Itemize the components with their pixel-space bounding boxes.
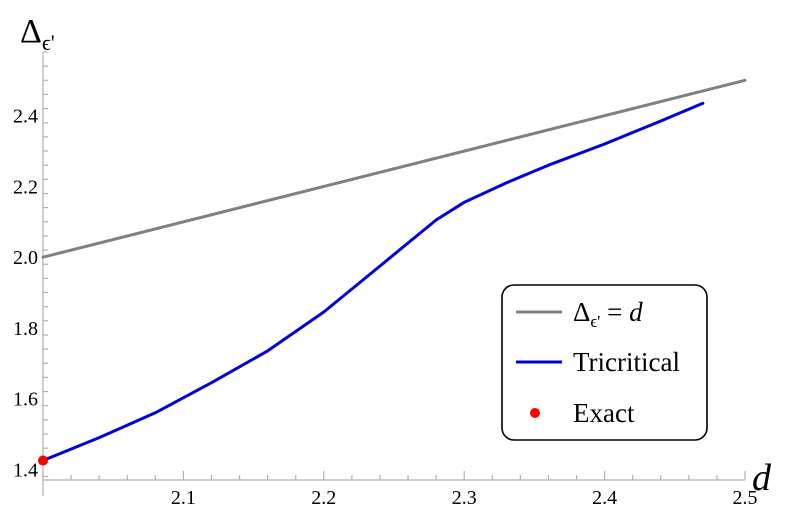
axes: 2.1 2.2 2.3 2.4 2.5 1.4 1.6 1.8 2.0 2.2 2.4 <box>13 51 758 509</box>
legend-label-exact: Exact <box>573 398 635 428</box>
y-axis-label-base: Δ <box>20 13 42 50</box>
y-tick-label: 1.6 <box>13 389 38 411</box>
x-tick-label: 2.4 <box>592 487 617 509</box>
y-axis-label: Δϵ' <box>20 13 55 55</box>
series-tricritical-line <box>41 101 705 462</box>
x-tick-label: 2.5 <box>733 487 758 509</box>
x-ticks: 2.1 2.2 2.3 2.4 2.5 <box>42 471 758 509</box>
x-tick-label: 2.3 <box>452 487 477 509</box>
y-axis-label-sub: ϵ' <box>42 30 55 55</box>
x-tick-label: 2.2 <box>311 487 336 509</box>
x-tick-label: 2.1 <box>171 487 196 509</box>
y-ticks: 1.4 1.6 1.8 2.0 2.2 2.4 <box>13 51 48 481</box>
y-tick-label: 1.4 <box>13 459 38 481</box>
legend-box <box>501 284 708 441</box>
series-exact-point <box>38 455 48 466</box>
y-tick-label: 2.4 <box>13 106 38 128</box>
legend: Δϵ' = d Tricritical Exact <box>501 284 708 441</box>
plot-series <box>38 78 747 466</box>
series-identity-line <box>41 78 747 259</box>
legend-swatch-exact <box>530 408 540 418</box>
y-tick-label: 1.8 <box>13 318 38 340</box>
x-axis-label: d <box>752 457 772 499</box>
legend-label-identity: Δϵ' = d <box>573 297 643 331</box>
y-tick-label: 2.0 <box>13 247 38 269</box>
legend-label-tricritical: Tricritical <box>573 347 680 377</box>
y-tick-label: 2.2 <box>13 176 38 198</box>
